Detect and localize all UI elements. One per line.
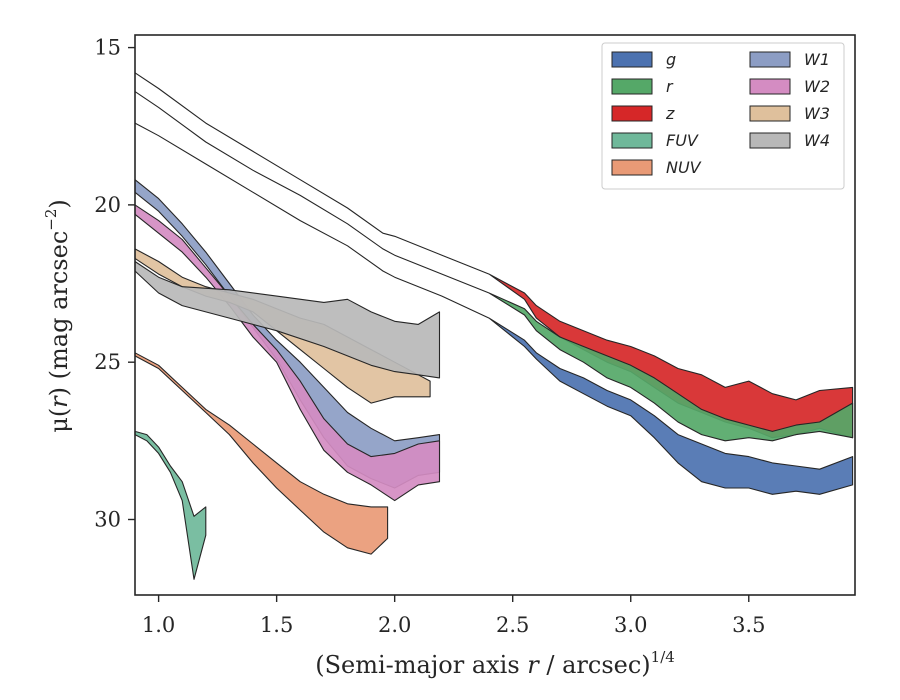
- legend-swatch-nuv: [611, 159, 653, 176]
- legend-swatch-w2: [749, 78, 791, 95]
- legend-label-z: z: [665, 104, 675, 123]
- y-axis-label: μ(r) (mag arcsec−2): [42, 199, 73, 433]
- legend-swatch-z: [611, 105, 653, 122]
- x-tick-label: 2.5: [496, 613, 529, 637]
- x-tick-label: 1.0: [142, 613, 175, 637]
- legend-label-w1: W1: [804, 50, 830, 69]
- legend-swatch-g: [611, 51, 653, 68]
- x-tick-label: 2.0: [378, 613, 411, 637]
- legend-swatch-w1: [749, 51, 791, 68]
- band-g: [134, 122, 854, 495]
- x-tick-label: 3.0: [614, 613, 647, 637]
- legend-swatch-fuv: [611, 132, 653, 149]
- y-axis: 15 20 25 30: [94, 36, 135, 531]
- y-tick-label: 30: [94, 507, 121, 531]
- x-tick-label: 1.5: [260, 613, 293, 637]
- band-r: [134, 91, 854, 442]
- band-w4: [134, 260, 441, 379]
- legend-swatch-w4: [749, 132, 791, 149]
- y-tick-label: 20: [94, 193, 121, 217]
- legend-label-w4: W4: [804, 131, 830, 150]
- band-fuv: [134, 430, 207, 580]
- x-tick-label: 3.5: [732, 613, 765, 637]
- legend-label-g: g: [666, 50, 676, 69]
- legend: grz FUV NUV W1 W2 W3 W4: [601, 42, 845, 190]
- legend-label-fuv: FUV: [666, 131, 699, 150]
- x-axis: 1.0 1.5 2.0 2.5 3.0 3.5: [142, 595, 765, 637]
- y-tick-label: 15: [94, 36, 121, 60]
- legend-label-w3: W3: [804, 104, 830, 123]
- legend-label-w2: W2: [804, 77, 830, 96]
- plot-frame: [134, 34, 856, 596]
- plot-areas: [134, 72, 854, 580]
- legend-label-nuv: NUV: [666, 158, 702, 177]
- legend-label-r: r: [666, 77, 674, 96]
- x-axis-label: (Semi-major axis r / arcsec)1/4: [315, 648, 675, 679]
- legend-swatch-r: [611, 78, 653, 95]
- y-tick-label: 25: [94, 350, 121, 374]
- legend-swatch-w3: [749, 105, 791, 122]
- band-nuv: [134, 352, 389, 555]
